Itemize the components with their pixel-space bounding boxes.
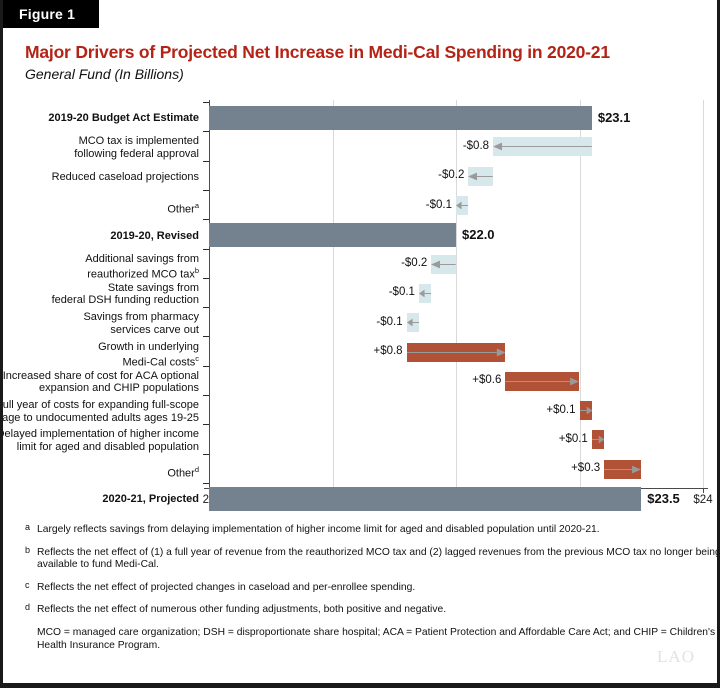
category-label: Othera xyxy=(167,201,199,216)
bar-value-label: +$0.1 xyxy=(546,403,576,416)
bar-value-label: -$0.1 xyxy=(376,315,403,328)
bar-value-label: -$0.1 xyxy=(425,198,452,211)
category-label: Reduced caseload projections xyxy=(51,171,199,183)
row-tick xyxy=(203,131,209,133)
row-tick xyxy=(203,102,209,103)
bar-value-label: +$0.6 xyxy=(472,374,502,387)
x-axis-tick xyxy=(703,488,704,493)
row-tick xyxy=(203,189,209,191)
waterfall-chart: 20212223$24 2019-20 Budget Act Estimate$… xyxy=(0,100,717,511)
bar-decrease xyxy=(468,166,494,186)
row-tick xyxy=(203,248,209,250)
bar-increase xyxy=(406,342,506,362)
footnote-marker: a xyxy=(194,201,199,211)
page-title: Major Drivers of Projected Net Increase … xyxy=(25,42,610,62)
bar-increase xyxy=(505,371,580,391)
footnote-marker: b xyxy=(25,544,31,555)
footnote-marker: b xyxy=(194,266,199,276)
footnote-text: Reflects the net effect of (1) a full ye… xyxy=(37,546,720,571)
y-axis-line xyxy=(209,100,210,488)
x-axis-tick-label: $24 xyxy=(693,494,713,506)
footnote-text: Reflects the net effect of projected cha… xyxy=(37,581,416,593)
footnote-item: c Reflects the net effect of projected ch… xyxy=(3,579,717,595)
row-tick xyxy=(203,395,209,396)
bar-total xyxy=(209,105,592,130)
bar-total xyxy=(209,222,456,247)
gridline xyxy=(579,100,581,488)
row-tick xyxy=(203,307,209,309)
bar-total xyxy=(209,486,642,511)
footnote-item: b Reflects the net effect of (1) a full y… xyxy=(3,544,720,572)
bar-value-label: -$0.2 xyxy=(438,169,465,182)
bar-value-label: +$0.1 xyxy=(558,432,588,445)
bar-value-label: +$0.8 xyxy=(373,345,403,358)
bar-value-label: $23.1 xyxy=(597,109,631,125)
bar-decrease xyxy=(456,196,469,216)
footnote-marker: c xyxy=(25,579,30,590)
footnote-marker: c xyxy=(195,354,199,364)
category-label: Full year of costs for expanding full-sc… xyxy=(0,399,199,424)
footnote-marker: d xyxy=(194,465,199,474)
bar-value-label: $23.5 xyxy=(647,490,680,506)
category-label: State savings from federal DSH funding re… xyxy=(51,281,199,307)
row-tick xyxy=(203,424,209,426)
gridline xyxy=(456,100,457,488)
category-label: Increased share of cost for ACA optional… xyxy=(2,369,199,395)
bar-decrease xyxy=(493,137,592,157)
category-label: 2019-20, Revised xyxy=(110,229,199,242)
footnote-text: Largely reflects savings from delaying i… xyxy=(37,524,600,535)
footnote-text: Reflects the net effect of numerous othe… xyxy=(37,604,447,616)
gridline xyxy=(703,100,704,488)
bar-value-label: -$0.8 xyxy=(462,139,490,152)
bar-decrease xyxy=(431,254,456,274)
category-label: 2020-21, Projected xyxy=(102,493,199,506)
footnote-text: MCO = managed care organization; DSH = d… xyxy=(37,626,716,651)
footnote-marker: d xyxy=(25,602,31,613)
bar-decrease xyxy=(418,283,432,303)
bar-value-label: $22.0 xyxy=(462,226,495,242)
bar-decrease xyxy=(406,313,419,333)
bar-value-label: -$0.2 xyxy=(401,257,428,270)
row-tick xyxy=(203,482,209,484)
bar-value-label: +$0.3 xyxy=(571,462,601,475)
footnotes: a Largely reflects savings from delaying … xyxy=(3,522,720,662)
bar-value-label: -$0.1 xyxy=(388,286,415,299)
footnote-item: MCO = managed care organization; DSH = d… xyxy=(3,626,717,652)
bar-increase xyxy=(591,430,605,450)
category-label: Savings from pharmacy services carve out xyxy=(83,311,199,336)
row-tick xyxy=(203,219,209,221)
category-label: Additional savings from reauthorized MCO … xyxy=(85,252,199,281)
lao-logo: LAO xyxy=(657,647,695,666)
row-tick xyxy=(203,336,209,338)
bar-increase xyxy=(604,459,642,479)
footnote-item: d Reflects the net effect of numerous oth… xyxy=(3,602,717,617)
category-label: Delayed implementation of higher income l… xyxy=(0,428,199,453)
plot-area xyxy=(209,100,704,488)
row-tick xyxy=(203,160,209,162)
row-tick xyxy=(203,365,209,367)
gridline xyxy=(332,100,334,488)
page-subtitle: General Fund (In Billions) xyxy=(25,66,184,82)
category-label: MCO tax is implemented following federal … xyxy=(74,135,199,160)
footnote-item: a Largely reflects savings from delaying … xyxy=(3,522,717,537)
category-label: Otherd xyxy=(167,465,199,480)
category-label: 2019-20 Budget Act Estimate xyxy=(48,112,199,125)
category-label: Growth in underlying Medi-Cal costsc xyxy=(98,340,199,369)
row-tick xyxy=(203,277,209,279)
bar-increase xyxy=(579,401,592,421)
figure-number-badge: Figure 1 xyxy=(3,0,99,28)
row-tick xyxy=(203,453,209,455)
footnote-marker: a xyxy=(25,522,31,532)
